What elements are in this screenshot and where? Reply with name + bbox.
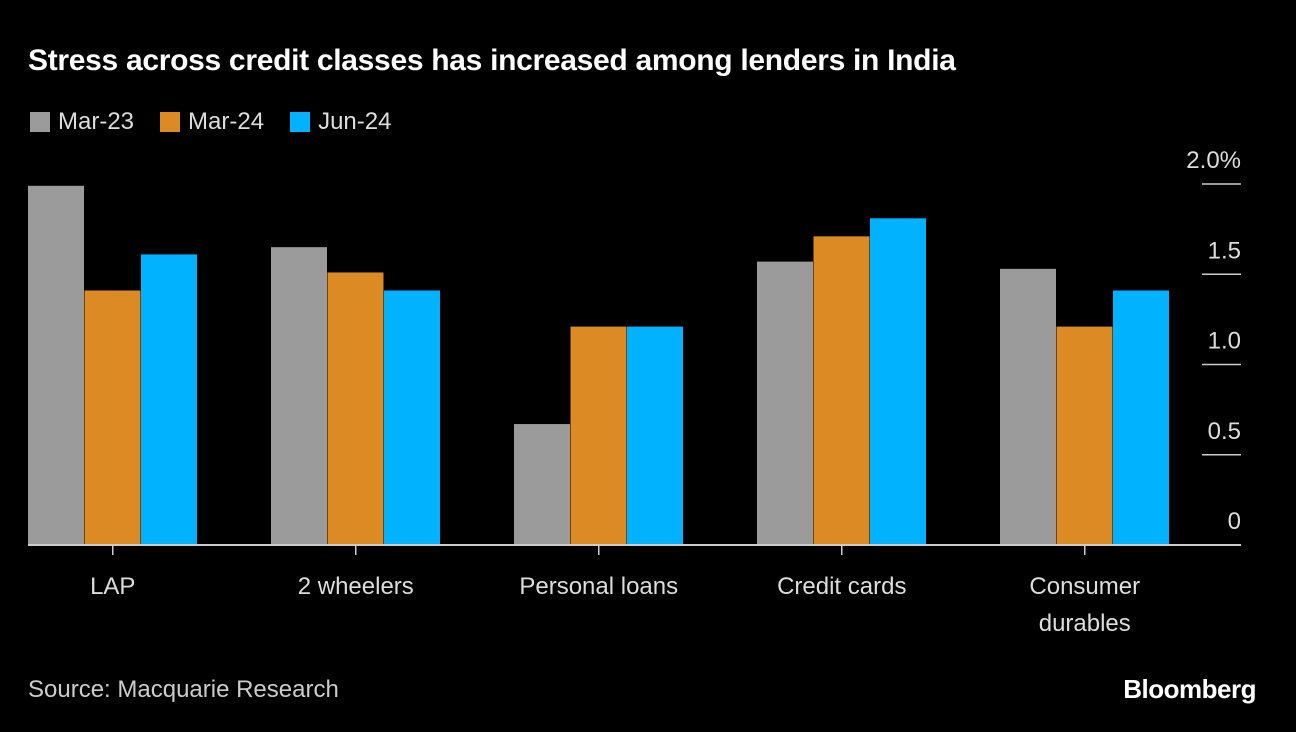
bar-mar-23 <box>271 247 327 546</box>
source-note: Source: Macquarie Research <box>28 676 339 703</box>
bar-jun-24 <box>870 218 926 546</box>
bar-jun-24 <box>141 254 197 545</box>
bar-mar-23 <box>1000 268 1056 545</box>
legend: Mar-23 Mar-24 Jun-24 <box>30 108 391 136</box>
y-tick-label: 0.5 <box>1208 418 1241 445</box>
x-tick-label: Credit cards <box>777 573 906 600</box>
bar-mar-24 <box>813 236 870 545</box>
x-tick-label: 2 wheelers <box>298 573 414 600</box>
legend-swatch <box>160 112 181 132</box>
legend-swatch <box>290 112 311 132</box>
x-tick-label: durables <box>1039 610 1131 637</box>
y-tick-label: 1.5 <box>1208 237 1241 264</box>
legend-label: Mar-24 <box>188 108 265 135</box>
bar-mar-24 <box>327 272 384 545</box>
legend-label: Jun-24 <box>318 108 392 135</box>
bar-mar-23 <box>757 261 813 545</box>
y-tick-label: 1.0 <box>1208 328 1241 355</box>
bar-mar-23 <box>514 424 570 545</box>
legend-item: Jun-24 <box>290 108 391 136</box>
bar-jun-24 <box>627 326 683 545</box>
y-tick-label: 0 <box>1228 508 1241 535</box>
legend-swatch <box>30 112 50 132</box>
bar-jun-24 <box>384 290 440 545</box>
bar-mar-24 <box>84 290 141 545</box>
bar-jun-24 <box>1113 290 1169 545</box>
x-tick-label: LAP <box>90 573 135 600</box>
chart-title: Stress across credit classes has increas… <box>28 44 956 77</box>
legend-item: Mar-23 <box>30 108 134 136</box>
x-tick-label: Consumer <box>1029 573 1140 600</box>
bar-mar-24 <box>1056 326 1113 545</box>
y-tick-label: 2.0% <box>1186 147 1241 174</box>
bar-mar-24 <box>570 326 627 545</box>
bloomberg-logo: Bloomberg <box>1123 674 1256 704</box>
legend-label: Mar-23 <box>58 108 135 135</box>
legend-item: Mar-24 <box>160 108 264 136</box>
bar-mar-23 <box>28 185 84 545</box>
x-tick-label: Personal loans <box>519 573 678 600</box>
